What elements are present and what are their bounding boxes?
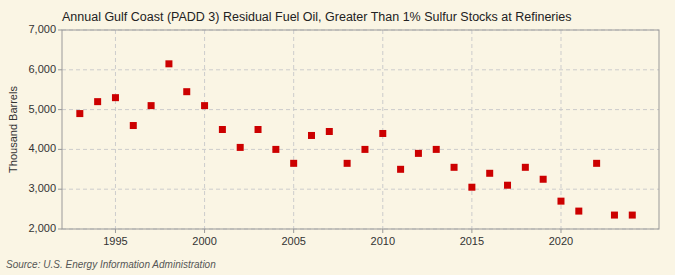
- point: [557, 198, 564, 205]
- tick-label-y: 4,000: [28, 142, 56, 154]
- grid-line-y: [62, 189, 659, 190]
- point: [112, 94, 119, 101]
- point: [255, 126, 262, 133]
- point: [379, 130, 386, 137]
- tick-y: [58, 30, 62, 31]
- tick-y: [58, 229, 62, 230]
- tick-x: [293, 229, 294, 233]
- point: [219, 126, 226, 133]
- tick-label-x: 2000: [192, 235, 216, 247]
- tick-y: [58, 69, 62, 70]
- point: [593, 160, 600, 167]
- point: [308, 132, 315, 139]
- point: [148, 102, 155, 109]
- chart-container: 2,000 3,000 4,000 5,000 6,000 7,000 1995 2000 20…: [0, 0, 675, 275]
- title: Annual Gulf Coast (PADD 3) Residual Fuel…: [62, 10, 571, 24]
- source: Source: U.S. Energy Information Administ…: [6, 259, 216, 270]
- point: [415, 150, 422, 157]
- grid-line-x: [382, 30, 383, 229]
- background: [0, 0, 675, 275]
- tick-label-y: 3,000: [28, 182, 56, 194]
- grid-line-y: [62, 109, 659, 110]
- point: [201, 102, 208, 109]
- point: [433, 146, 440, 153]
- tick-label-x: 2020: [549, 235, 573, 247]
- point: [344, 160, 351, 167]
- grid-line-x: [471, 30, 472, 229]
- point: [451, 164, 458, 171]
- tick-label-y: 6,000: [28, 63, 56, 75]
- tick-x: [204, 229, 205, 233]
- point: [504, 182, 511, 189]
- grid-line-x: [293, 30, 294, 229]
- point: [575, 208, 582, 215]
- point: [94, 98, 101, 105]
- tick-y: [58, 149, 62, 150]
- tick-label-y: 2,000: [28, 222, 56, 234]
- point: [540, 176, 547, 183]
- points: [76, 60, 635, 218]
- grid-line-y: [62, 149, 659, 150]
- tick-x: [560, 229, 561, 233]
- point: [130, 122, 137, 129]
- axes: 2,000 3,000 4,000 5,000 6,000 7,000 1995 2000 20…: [28, 23, 573, 247]
- plot-frame: [62, 30, 659, 229]
- tick-label-y: 7,000: [28, 23, 56, 35]
- point: [326, 128, 333, 135]
- tick-label-x: 2005: [281, 235, 305, 247]
- point: [290, 160, 297, 167]
- tick-label-y: 5,000: [28, 103, 56, 115]
- grid-line-x: [204, 30, 205, 229]
- tick-x: [382, 229, 383, 233]
- point: [397, 166, 404, 173]
- point: [629, 212, 636, 219]
- point: [76, 110, 83, 117]
- tick-label-x: 1995: [103, 235, 127, 247]
- chart-svg: 2,000 3,000 4,000 5,000 6,000 7,000 1995 2000 20…: [0, 0, 675, 275]
- point: [522, 164, 529, 171]
- y-axis-label: Thousand Barrels: [7, 86, 19, 173]
- tick-x: [115, 229, 116, 233]
- grid-line-y: [62, 69, 659, 70]
- grid-line-x: [115, 30, 116, 229]
- tick-x: [471, 229, 472, 233]
- tick-y: [58, 189, 62, 190]
- tick-label-x: 2010: [371, 235, 395, 247]
- point: [272, 146, 279, 153]
- point: [468, 184, 475, 191]
- point: [165, 60, 172, 67]
- tick-y: [58, 109, 62, 110]
- point: [486, 170, 493, 177]
- tick-label-x: 2015: [460, 235, 484, 247]
- point: [183, 88, 190, 95]
- point: [361, 146, 368, 153]
- point: [611, 212, 618, 219]
- grid: [62, 30, 659, 229]
- point: [237, 144, 244, 151]
